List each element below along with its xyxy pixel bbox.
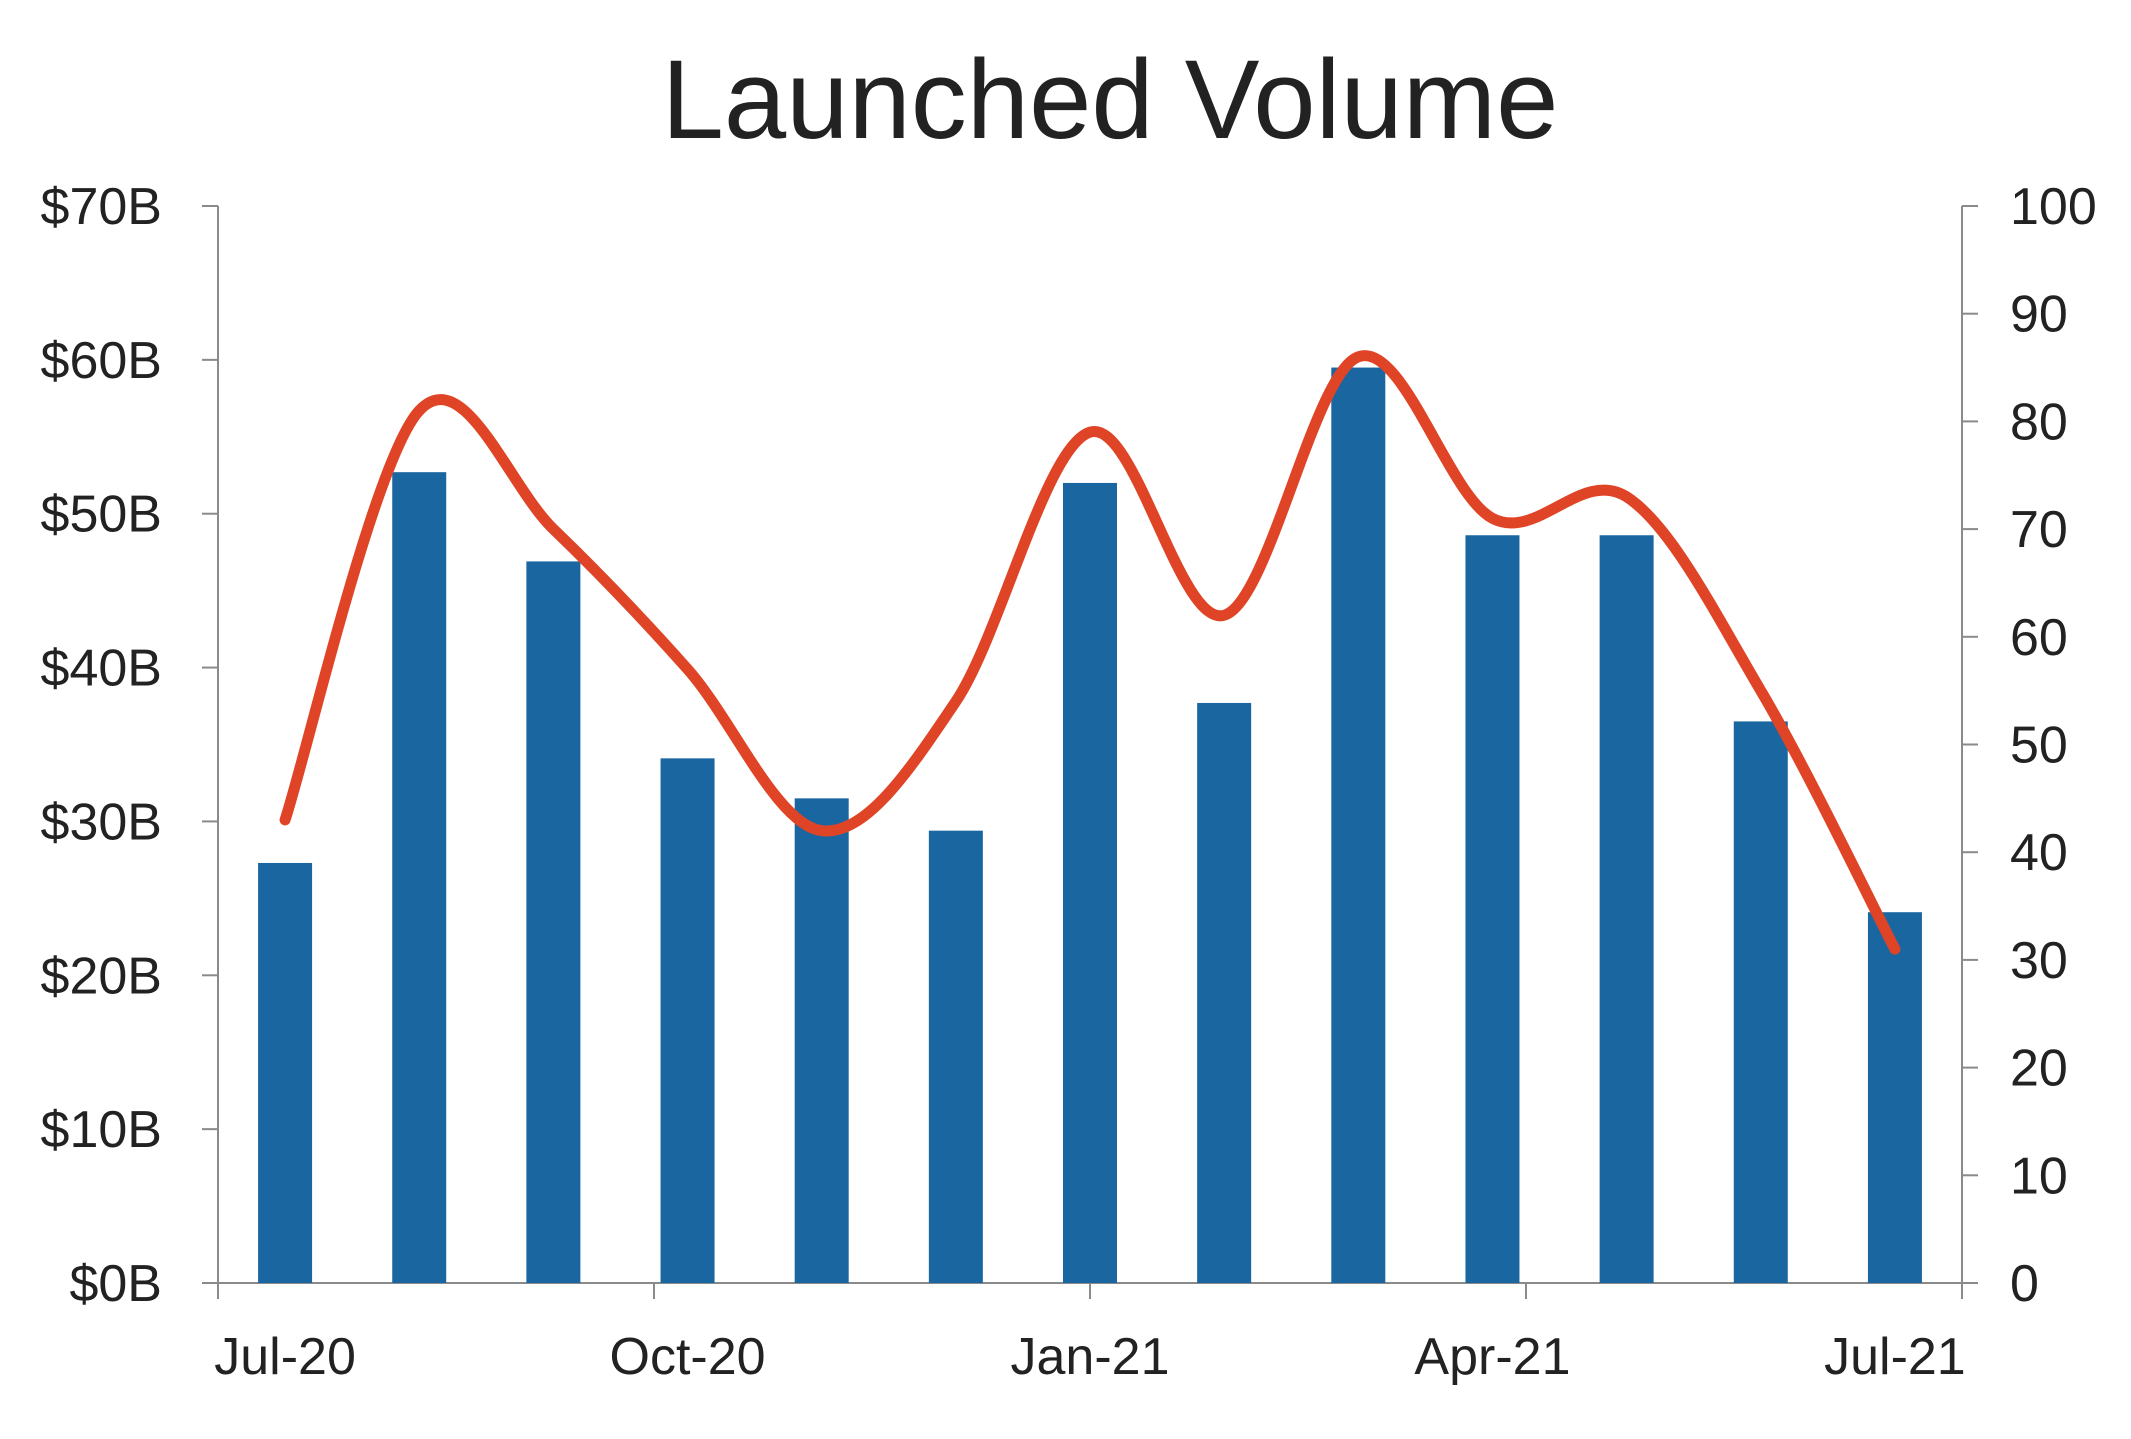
right-y-tick-label: 60 <box>2010 609 2068 667</box>
right-y-tick-label: 90 <box>2010 286 2068 344</box>
bar <box>258 862 313 1283</box>
bar <box>794 798 849 1283</box>
right-y-tick-label: 70 <box>2010 501 2068 559</box>
right-y-tick-label: 10 <box>2010 1147 2068 1205</box>
x-tick-label: Jul-21 <box>1824 1328 1966 1386</box>
bar <box>660 758 715 1283</box>
left-y-tick-label: $60B <box>41 332 162 390</box>
left-y-tick-label: $0B <box>69 1255 162 1313</box>
left-y-tick-label: $40B <box>41 640 162 698</box>
bar <box>1599 535 1654 1283</box>
bar <box>1197 702 1252 1283</box>
bar <box>928 830 983 1283</box>
left-y-tick-label: $50B <box>41 486 162 544</box>
line-series <box>279 350 1901 955</box>
left-y-tick-label: $10B <box>41 1101 162 1159</box>
left-y-tick-label: $20B <box>41 947 162 1005</box>
right-y-tick-label: 0 <box>2010 1255 2039 1313</box>
bar <box>392 472 447 1283</box>
tick-labels: $0B $10B $20B $30B $40B $50B $60B $70B 0 10 20 30 40… <box>41 178 2097 1386</box>
right-y-tick-label: 30 <box>2010 932 2068 990</box>
right-y-tick-label: 100 <box>2010 178 2097 236</box>
bar-series <box>258 367 1922 1283</box>
line-series-path <box>279 350 1901 955</box>
x-tick-label: Apr-21 <box>1414 1328 1570 1386</box>
bar <box>526 561 581 1283</box>
bar <box>1867 912 1922 1283</box>
bar <box>1331 367 1386 1283</box>
left-y-tick-label: $70B <box>41 178 162 236</box>
chart-title: Launched Volume <box>662 37 1559 162</box>
x-tick-label: Oct-20 <box>610 1328 766 1386</box>
x-tick-label: Jan-21 <box>1011 1328 1170 1386</box>
right-y-tick-label: 50 <box>2010 717 2068 775</box>
bar <box>1465 535 1520 1283</box>
bar <box>1063 482 1117 1283</box>
bar <box>1733 721 1788 1283</box>
right-y-tick-label: 80 <box>2010 393 2068 451</box>
right-y-tick-label: 20 <box>2010 1040 2068 1098</box>
left-y-tick-label: $30B <box>41 793 162 851</box>
x-tick-label: Jul-20 <box>214 1328 356 1386</box>
right-y-tick-label: 40 <box>2010 824 2068 882</box>
